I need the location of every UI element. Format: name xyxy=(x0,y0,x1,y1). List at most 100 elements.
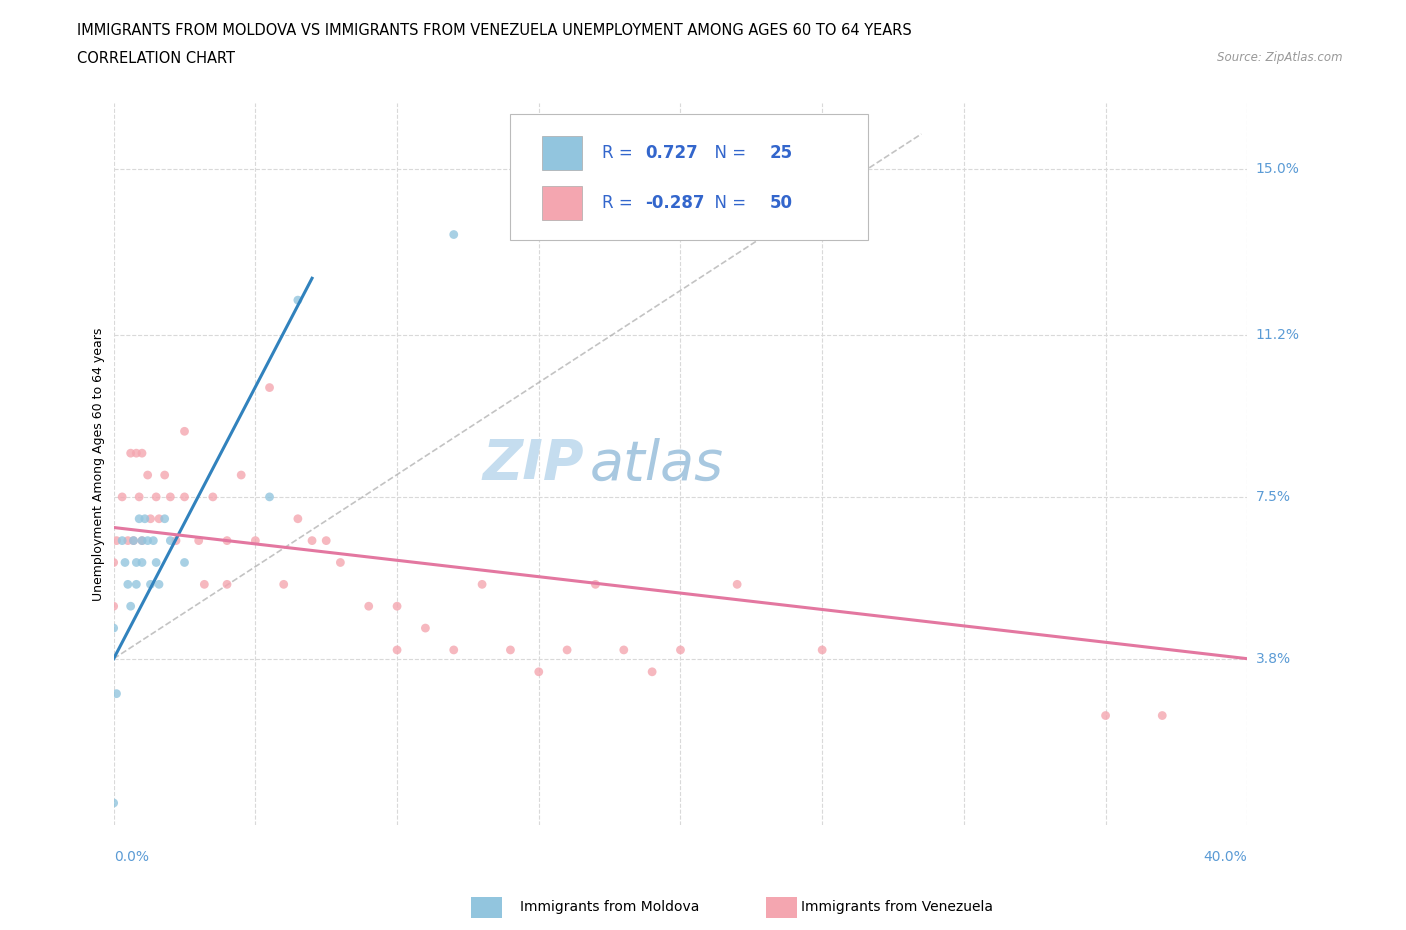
Point xyxy=(117,577,139,591)
Text: Immigrants from Venezuela: Immigrants from Venezuela xyxy=(801,899,994,914)
Text: 40.0%: 40.0% xyxy=(1204,850,1247,864)
Point xyxy=(215,533,238,548)
Point xyxy=(131,533,153,548)
Point xyxy=(201,489,224,504)
Point xyxy=(555,643,578,658)
Point xyxy=(215,577,238,591)
Point xyxy=(105,686,128,701)
Text: 15.0%: 15.0% xyxy=(1256,162,1299,176)
Point xyxy=(120,599,142,614)
Point xyxy=(315,533,337,548)
Point xyxy=(173,555,195,570)
Point xyxy=(385,643,408,658)
Text: N =: N = xyxy=(704,194,752,212)
Point xyxy=(103,599,125,614)
Point xyxy=(122,533,145,548)
Point xyxy=(103,795,125,810)
Text: CORRELATION CHART: CORRELATION CHART xyxy=(77,51,235,66)
Point xyxy=(134,512,156,526)
Point xyxy=(415,620,437,635)
Point xyxy=(122,533,145,548)
Point xyxy=(669,643,692,658)
Point xyxy=(105,533,128,548)
Text: R =: R = xyxy=(602,144,638,162)
Text: 3.8%: 3.8% xyxy=(1256,652,1291,666)
FancyBboxPatch shape xyxy=(510,114,868,241)
Point xyxy=(641,664,664,679)
Text: 11.2%: 11.2% xyxy=(1256,328,1299,342)
Text: 50: 50 xyxy=(770,194,793,212)
Point xyxy=(128,489,150,504)
Text: atlas: atlas xyxy=(589,438,724,491)
Point xyxy=(499,643,522,658)
Point xyxy=(117,533,139,548)
Text: 0.0%: 0.0% xyxy=(114,850,149,864)
Point xyxy=(173,424,195,439)
Point xyxy=(159,489,181,504)
Text: N =: N = xyxy=(704,144,752,162)
Point xyxy=(148,512,170,526)
Point xyxy=(443,227,465,242)
Point xyxy=(103,620,125,635)
Point xyxy=(145,489,167,504)
Text: 0.727: 0.727 xyxy=(645,144,697,162)
Text: 25: 25 xyxy=(770,144,793,162)
Point xyxy=(613,643,636,658)
Point xyxy=(259,489,281,504)
Point xyxy=(193,577,215,591)
Point xyxy=(103,555,125,570)
Point xyxy=(273,577,295,591)
Point xyxy=(259,380,281,395)
Point xyxy=(159,533,181,548)
Text: Immigrants from Moldova: Immigrants from Moldova xyxy=(520,899,700,914)
Point xyxy=(187,533,209,548)
Point xyxy=(329,555,352,570)
Point xyxy=(139,577,162,591)
Point xyxy=(131,445,153,460)
Point xyxy=(443,643,465,658)
Point xyxy=(139,512,162,526)
Point xyxy=(136,468,159,483)
Point xyxy=(114,555,136,570)
Text: ZIP: ZIP xyxy=(482,437,583,491)
Point xyxy=(142,533,165,548)
Point xyxy=(120,445,142,460)
Text: R =: R = xyxy=(602,194,638,212)
Point xyxy=(527,664,550,679)
Point xyxy=(165,533,187,548)
Point xyxy=(301,533,323,548)
Point xyxy=(145,555,167,570)
Point xyxy=(136,533,159,548)
Point xyxy=(357,599,380,614)
Point xyxy=(287,512,309,526)
Point xyxy=(131,555,153,570)
Point xyxy=(128,512,150,526)
Text: 7.5%: 7.5% xyxy=(1256,490,1291,504)
Point xyxy=(148,577,170,591)
Point xyxy=(111,533,134,548)
Point xyxy=(125,555,148,570)
Point xyxy=(287,293,309,308)
Text: IMMIGRANTS FROM MOLDOVA VS IMMIGRANTS FROM VENEZUELA UNEMPLOYMENT AMONG AGES 60 : IMMIGRANTS FROM MOLDOVA VS IMMIGRANTS FR… xyxy=(77,23,912,38)
Point xyxy=(111,489,134,504)
FancyBboxPatch shape xyxy=(543,136,582,170)
Point xyxy=(153,468,176,483)
Point xyxy=(1094,708,1116,723)
Text: Source: ZipAtlas.com: Source: ZipAtlas.com xyxy=(1218,51,1343,64)
Point xyxy=(173,489,195,504)
Point xyxy=(231,468,253,483)
FancyBboxPatch shape xyxy=(543,186,582,220)
Point xyxy=(245,533,267,548)
Point xyxy=(131,533,153,548)
Point xyxy=(153,512,176,526)
Point xyxy=(471,577,494,591)
Point xyxy=(811,643,834,658)
Point xyxy=(1152,708,1174,723)
Point xyxy=(385,599,408,614)
Point xyxy=(725,577,748,591)
Point xyxy=(125,445,148,460)
Text: -0.287: -0.287 xyxy=(645,194,704,212)
Point xyxy=(585,577,607,591)
Y-axis label: Unemployment Among Ages 60 to 64 years: Unemployment Among Ages 60 to 64 years xyxy=(93,327,105,601)
Point xyxy=(125,577,148,591)
